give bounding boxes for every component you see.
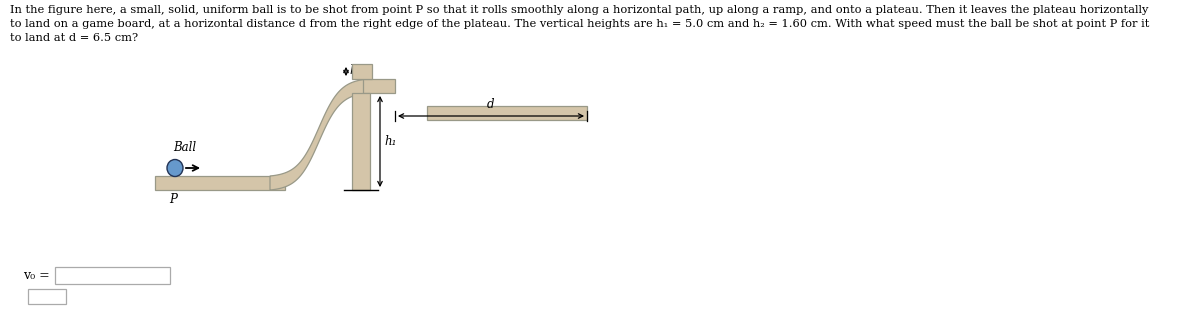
Bar [155,176,286,190]
Text: ❯: ❯ [42,294,52,302]
Bar [352,64,372,79]
Text: In the figure here, a small, solid, uniform ball is to be shot from point P so t: In the figure here, a small, solid, unif… [10,5,1148,43]
Text: h₂: h₂ [349,64,361,77]
Bar [352,93,370,190]
Text: h₁: h₁ [384,135,396,148]
Text: v₀ =: v₀ = [23,269,50,282]
Polygon shape [270,79,368,190]
Bar [427,106,587,120]
Text: d: d [487,98,494,111]
Text: P: P [169,193,176,206]
Bar [55,267,170,284]
Bar [364,79,395,93]
Text: Ball: Ball [174,141,197,154]
Bar [28,289,66,304]
Ellipse shape [167,159,182,177]
